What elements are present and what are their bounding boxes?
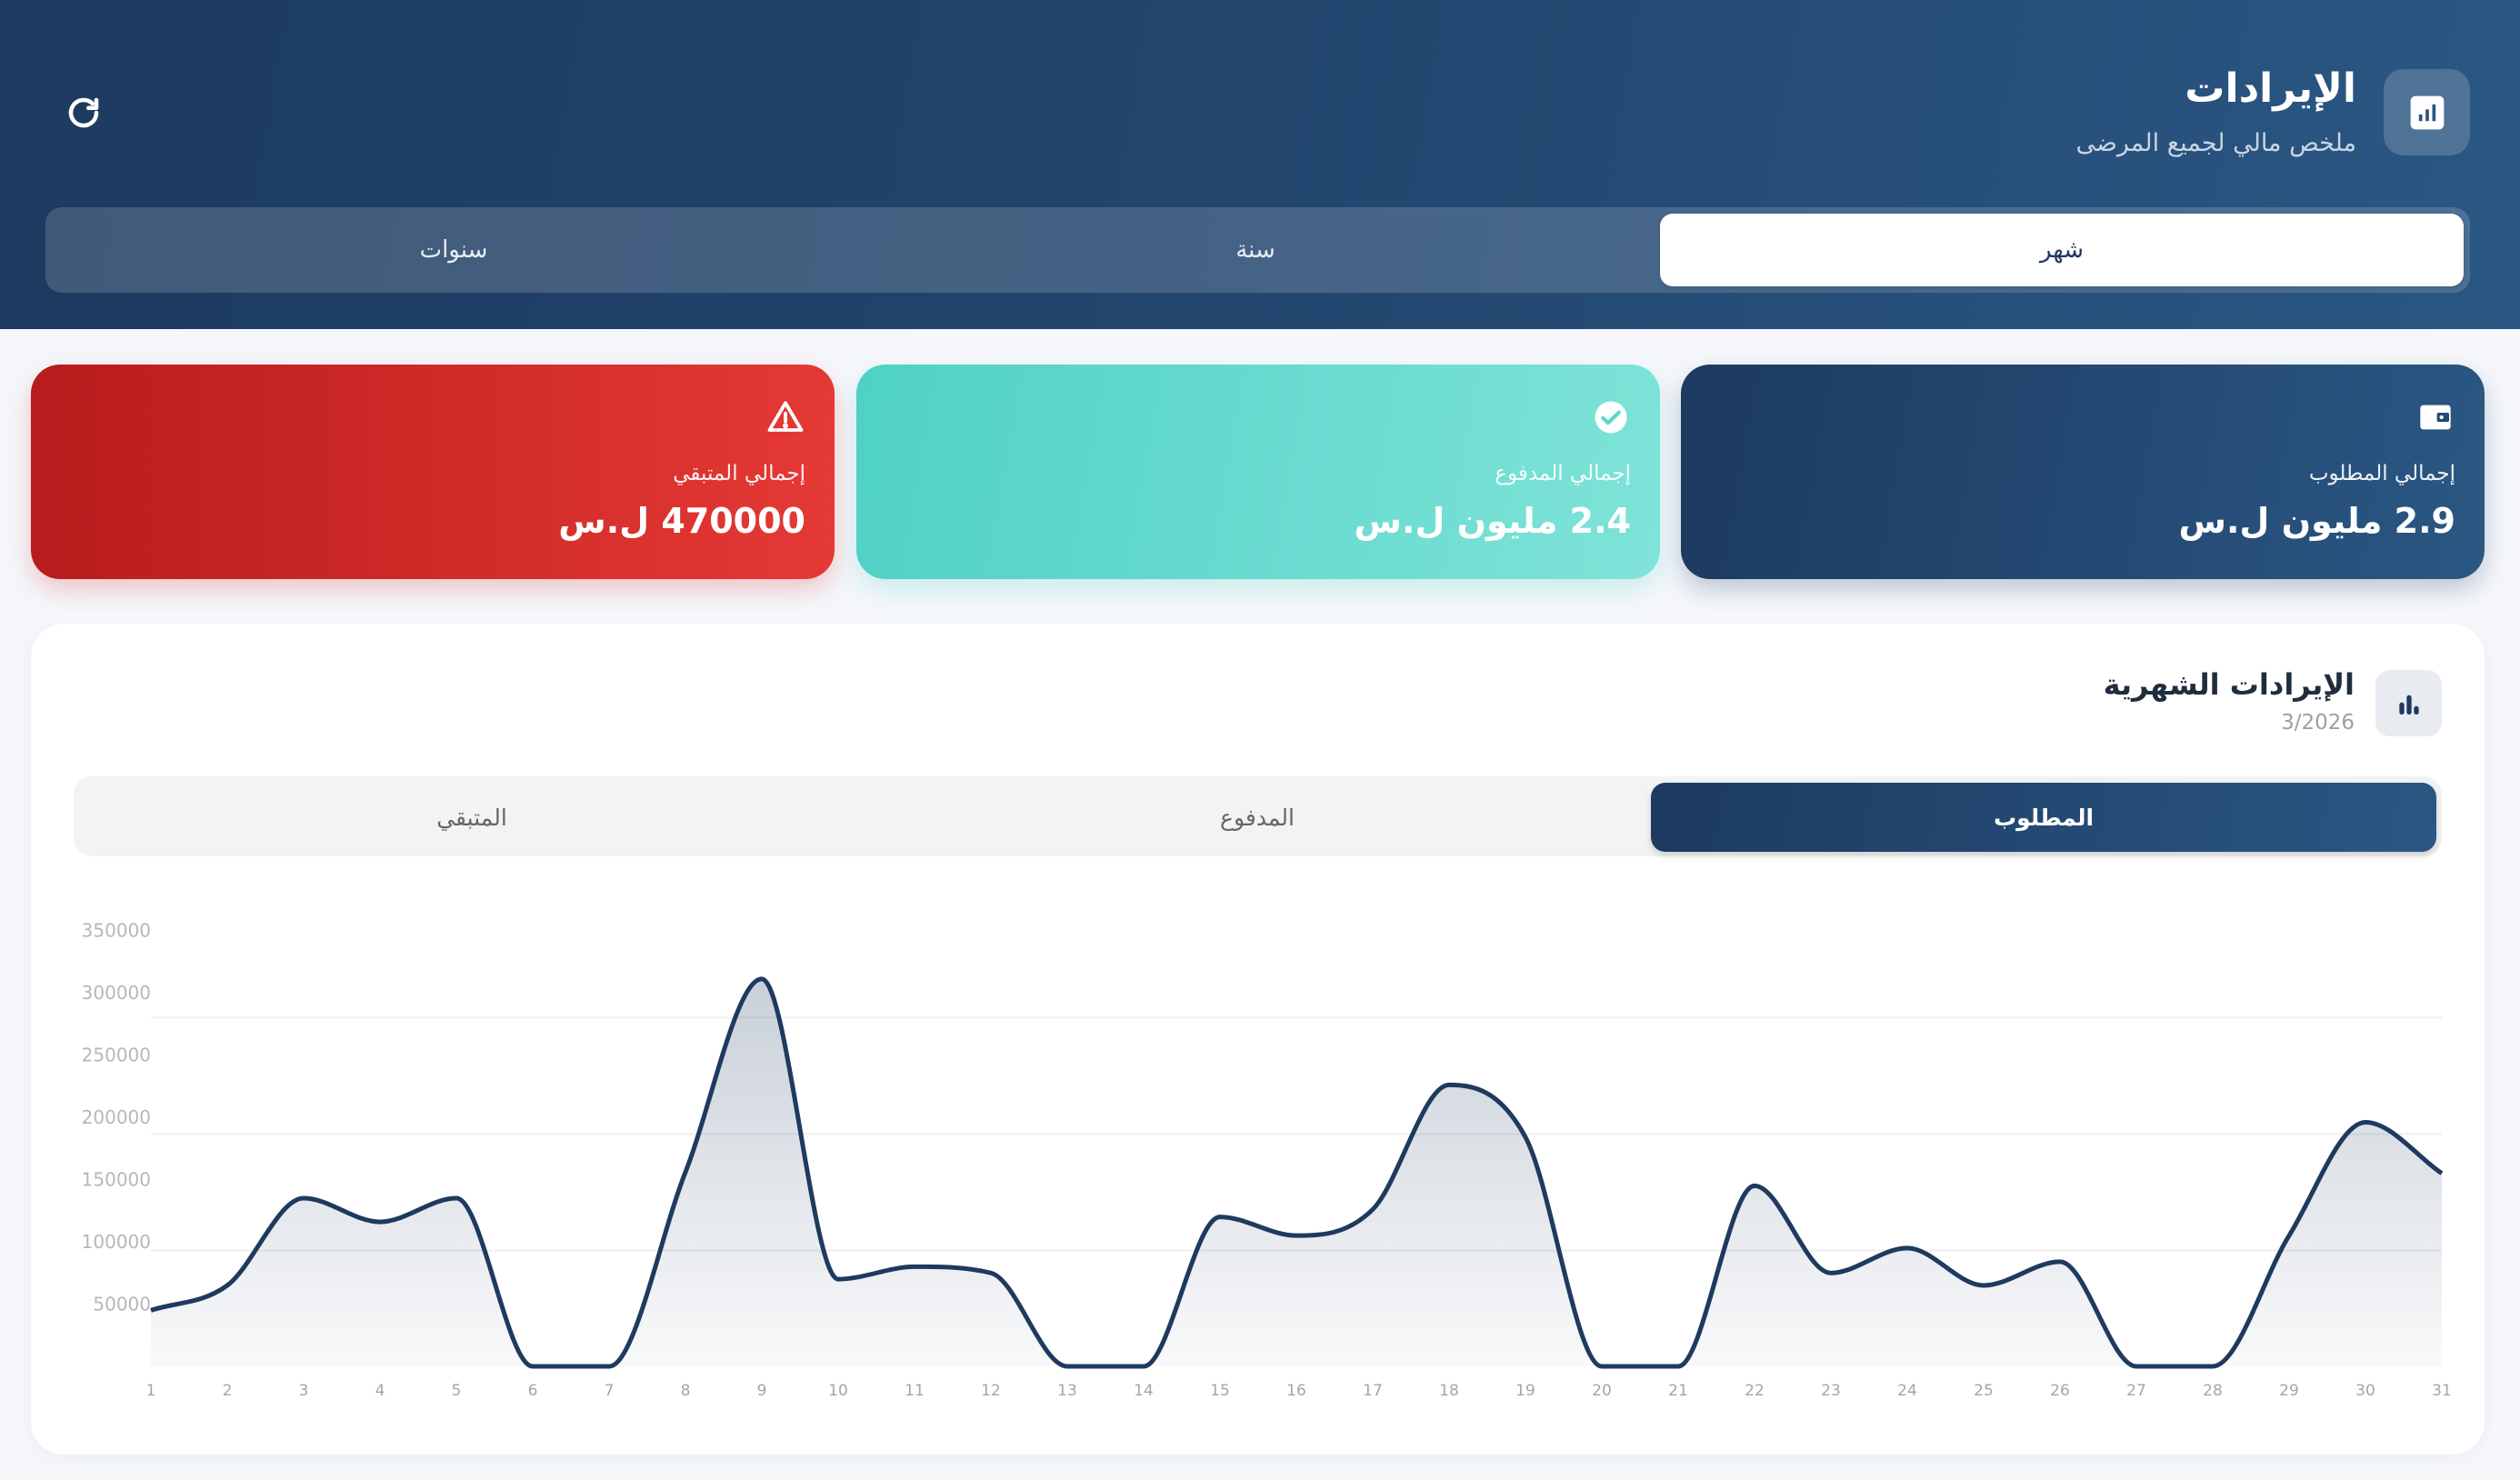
page-title: الإيرادات: [2185, 65, 2356, 112]
metric-tabs: المطلوب المدفوع المتبقي: [74, 776, 2442, 856]
card-label: إجمالي المدفوع: [1495, 462, 1631, 485]
wallet-icon: [2415, 397, 2455, 437]
warning-icon: [765, 397, 805, 437]
period-tabs: شهر سنة سنوات: [45, 207, 2470, 293]
tab-years[interactable]: سنوات: [419, 236, 488, 264]
tab-remaining[interactable]: المتبقي: [436, 804, 507, 831]
card-total-remaining: إجمالي المتبقي 470000 ل.س: [31, 365, 835, 579]
chart-date: 3/2026: [2281, 711, 2355, 735]
card-label: إجمالي المتبقي: [673, 462, 805, 485]
refresh-icon[interactable]: [60, 89, 107, 136]
tab-paid[interactable]: المدفوع: [1220, 804, 1295, 831]
tab-month[interactable]: شهر: [1660, 214, 2464, 286]
page-subtitle: ملخص مالي لجميع المرضى: [2075, 129, 2356, 157]
bar-chart-icon: [2375, 670, 2442, 736]
chart-report-icon: [2384, 69, 2470, 155]
card-value: 2.9 مليون ل.س: [2178, 501, 2455, 541]
card-label: إجمالي المطلوب: [2308, 462, 2455, 485]
check-circle-icon: [1591, 397, 1631, 437]
card-total-paid: إجمالي المدفوع 2.4 مليون ل.س: [856, 365, 1660, 579]
card-value: 2.4 مليون ل.س: [1354, 501, 1631, 541]
card-total-required: إجمالي المطلوب 2.9 مليون ل.س: [1681, 365, 2485, 579]
tab-required[interactable]: المطلوب: [1651, 783, 2436, 852]
monthly-revenue-card: [31, 624, 2485, 1455]
tab-year[interactable]: سنة: [1235, 236, 1275, 264]
card-value: 470000 ل.س: [558, 501, 805, 541]
chart-title: الإيرادات الشهرية: [2103, 667, 2355, 702]
